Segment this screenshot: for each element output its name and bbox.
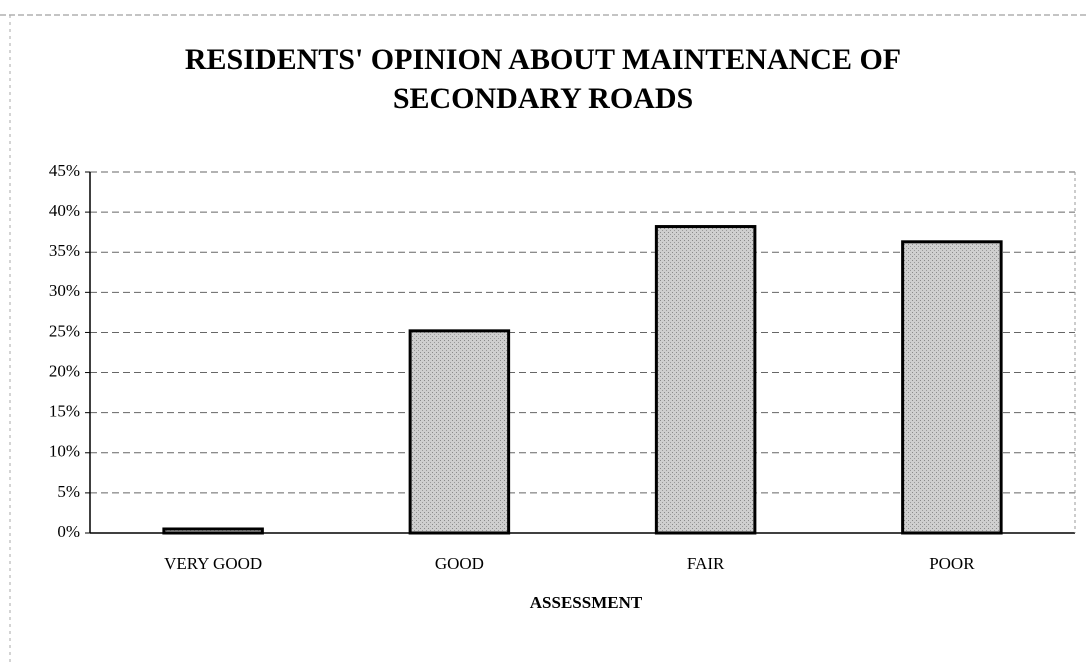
y-tick-label: 0% xyxy=(57,522,80,541)
y-tick-label: 5% xyxy=(57,482,80,501)
x-tick-label: FAIR xyxy=(687,554,725,573)
bar xyxy=(901,240,1003,535)
y-tick-label: 40% xyxy=(49,201,80,220)
y-tick-label: 25% xyxy=(49,321,80,340)
x-tick-label: GOOD xyxy=(435,554,484,573)
x-tick-label: POOR xyxy=(929,554,975,573)
y-tick-label: 15% xyxy=(49,402,80,421)
y-tick-label: 10% xyxy=(49,442,80,461)
bar xyxy=(654,225,757,535)
y-tick-label: 30% xyxy=(49,281,80,300)
y-tick-label: 35% xyxy=(49,241,80,260)
x-tick-label: VERY GOOD xyxy=(164,554,262,573)
chart-title: RESIDENTS' OPINION ABOUT MAINTENANCE OF … xyxy=(184,43,902,115)
bar xyxy=(408,329,511,535)
x-axis-label: ASSESSMENT xyxy=(530,593,643,612)
y-tick-label: 20% xyxy=(49,361,80,380)
y-tick-label: 45% xyxy=(49,161,80,180)
bar xyxy=(162,527,264,535)
